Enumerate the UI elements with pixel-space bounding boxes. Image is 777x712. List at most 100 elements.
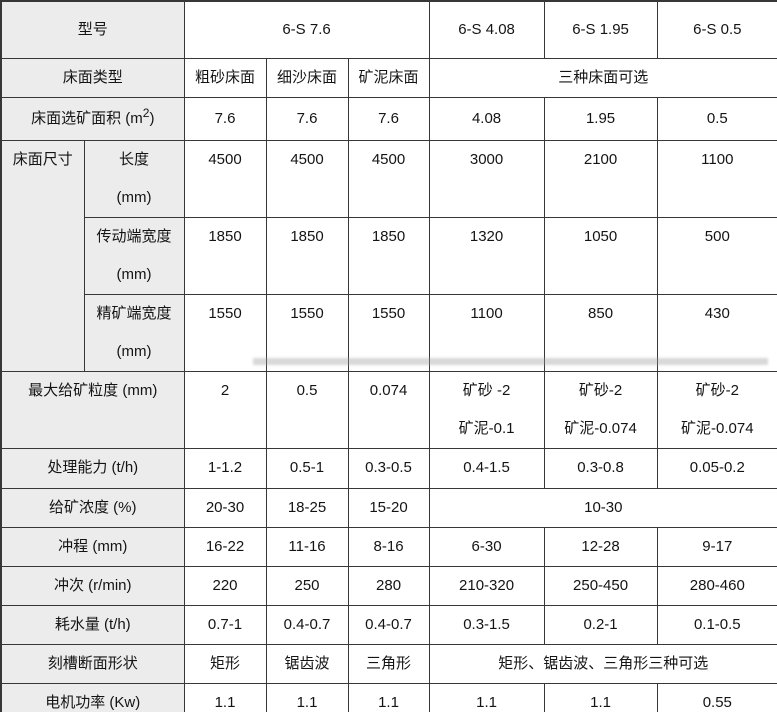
data-cell: 1050 <box>543 216 658 295</box>
data-cell: 6-S 4.08 <box>428 0 545 59</box>
data-cell: 1550 <box>347 293 430 372</box>
data-cell: 1.1 <box>428 682 545 712</box>
data-cell: 0.4-0.7 <box>347 604 430 645</box>
data-cell: 1850 <box>265 216 349 295</box>
data-cell: 16-22 <box>183 526 267 567</box>
data-cell: 12-28 <box>543 526 658 567</box>
data-cell: 0.4-1.5 <box>428 447 545 489</box>
data-cell: 2100 <box>543 139 658 218</box>
row-header-cell: 冲程 (mm) <box>0 526 185 567</box>
row-header-cell: 耗水量 (t/h) <box>0 604 185 645</box>
table-row: 床面尺寸 长度 (mm) 4500 4500 4500 3000 2100 1100 <box>0 139 777 372</box>
row-header-cell: 床面选矿面积 (m2) <box>0 96 185 141</box>
data-cell: 0.4-0.7 <box>265 604 349 645</box>
table-row: 冲程 (mm) 16-22 11-16 8-16 6-30 12-28 9-17 <box>0 526 777 567</box>
row-header-cell: 型号 <box>0 0 185 59</box>
table-row: 精矿端宽度 (mm) 1550 1550 1550 1100 850 430 <box>1 293 777 372</box>
data-cell: 430 <box>656 293 777 372</box>
row-header-cell: 最大给矿粒度 (mm) <box>0 370 185 449</box>
data-cell: 0.5-1 <box>265 447 349 489</box>
data-cell: 1850 <box>183 216 267 295</box>
data-cell: 4500 <box>347 139 430 218</box>
table-row: 床面选矿面积 (m2) 7.6 7.6 7.6 4.08 1.95 0.5 <box>0 96 777 141</box>
data-cell: 220 <box>183 565 267 606</box>
data-cell: 锯齿波 <box>265 643 349 684</box>
row-header-cell: 处理能力 (t/h) <box>0 447 185 489</box>
table-row: 冲次 (r/min) 220 250 280 210-320 250-450 280-460 <box>0 565 777 606</box>
table-row: 床面类型 粗砂床面 细沙床面 矿泥床面 三种床面可选 <box>0 57 777 98</box>
data-cell: 矩形、锯齿波、三角形三种可选 <box>428 643 777 684</box>
data-cell: 7.6 <box>347 96 430 141</box>
data-cell: 1320 <box>428 216 545 295</box>
data-cell: 细沙床面 <box>265 57 349 98</box>
data-cell: 0.3-0.5 <box>347 447 430 489</box>
row-header-cell: 长度 (mm) <box>83 139 185 218</box>
data-cell: 7.6 <box>265 96 349 141</box>
data-cell: 1.1 <box>347 682 430 712</box>
data-cell: 8-16 <box>347 526 430 567</box>
data-cell: 850 <box>543 293 658 372</box>
data-cell: 280-460 <box>656 565 777 606</box>
data-cell: 4.08 <box>428 96 545 141</box>
data-cell: 矿砂-2 矿泥-0.074 <box>543 370 658 449</box>
data-cell: 0.1-0.5 <box>656 604 777 645</box>
data-cell: 4500 <box>183 139 267 218</box>
data-cell: 6-S 1.95 <box>543 0 658 59</box>
table-row: 电机功率 (Kw) 1.1 1.1 1.1 1.1 1.1 0.55 <box>0 682 777 712</box>
data-cell: 1550 <box>265 293 349 372</box>
data-cell: 210-320 <box>428 565 545 606</box>
data-cell: 15-20 <box>347 487 430 528</box>
data-cell: 4500 <box>265 139 349 218</box>
data-cell: 1.1 <box>265 682 349 712</box>
data-cell: 1.1 <box>543 682 658 712</box>
row-header-cell: 精矿端宽度 (mm) <box>83 293 185 372</box>
data-cell: 1-1.2 <box>183 447 267 489</box>
data-cell: 矿泥床面 <box>347 57 430 98</box>
data-cell: 0.5 <box>656 96 777 141</box>
data-cell: 2 <box>183 370 267 449</box>
data-cell: 1850 <box>347 216 430 295</box>
table-row: 传动端宽度 (mm) 1850 1850 1850 1320 1050 500 <box>1 216 777 295</box>
data-cell: 1.1 <box>183 682 267 712</box>
data-cell: 250 <box>265 565 349 606</box>
table-row: 型号 6-S 7.6 6-S 4.08 6-S 1.95 6-S 0.5 <box>0 0 777 59</box>
data-cell: 0.3-0.8 <box>543 447 658 489</box>
data-cell: 矿砂 -2 矿泥-0.1 <box>428 370 545 449</box>
data-cell: 0.5 <box>265 370 349 449</box>
table-row: 处理能力 (t/h) 1-1.2 0.5-1 0.3-0.5 0.4-1.5 0.3-0.… <box>0 447 777 489</box>
row-header-cell: 床面尺寸 <box>0 139 85 372</box>
data-cell: 6-S 0.5 <box>656 0 777 59</box>
data-cell: 0.2-1 <box>543 604 658 645</box>
data-cell: 18-25 <box>265 487 349 528</box>
data-cell: 6-30 <box>428 526 545 567</box>
data-cell: 280 <box>347 565 430 606</box>
table-row: 最大给矿粒度 (mm) 2 0.5 0.074 矿砂 -2 矿泥-0.1 矿砂-2 矿泥-… <box>0 370 777 449</box>
table-row: 耗水量 (t/h) 0.7-1 0.4-0.7 0.4-0.7 0.3-1.5 0.2-1… <box>0 604 777 645</box>
data-cell: 1.95 <box>543 96 658 141</box>
data-cell: 0.05-0.2 <box>656 447 777 489</box>
data-cell: 矿砂-2 矿泥-0.074 <box>656 370 777 449</box>
data-cell: 6-S 7.6 <box>183 0 430 59</box>
data-cell: 0.3-1.5 <box>428 604 545 645</box>
data-cell: 粗砂床面 <box>183 57 267 98</box>
row-header-cell: 电机功率 (Kw) <box>0 682 185 712</box>
row-header-cell: 床面类型 <box>0 57 185 98</box>
data-cell: 三种床面可选 <box>428 57 777 98</box>
row-header-cell: 冲次 (r/min) <box>0 565 185 606</box>
row-header-cell: 传动端宽度 (mm) <box>83 216 185 295</box>
table-row: 刻槽断面形状 矩形 锯齿波 三角形 矩形、锯齿波、三角形三种可选 <box>0 643 777 684</box>
data-cell: 10-30 <box>428 487 777 528</box>
table-row: 给矿浓度 (%) 20-30 18-25 15-20 10-30 <box>0 487 777 528</box>
data-cell: 1550 <box>183 293 267 372</box>
data-cell: 0.55 <box>656 682 777 712</box>
row-header-cell: 给矿浓度 (%) <box>0 487 185 528</box>
data-cell: 1100 <box>656 139 777 218</box>
data-cell: 7.6 <box>183 96 267 141</box>
data-cell: 三角形 <box>347 643 430 684</box>
data-cell: 矩形 <box>183 643 267 684</box>
data-cell: 11-16 <box>265 526 349 567</box>
data-cell: 9-17 <box>656 526 777 567</box>
